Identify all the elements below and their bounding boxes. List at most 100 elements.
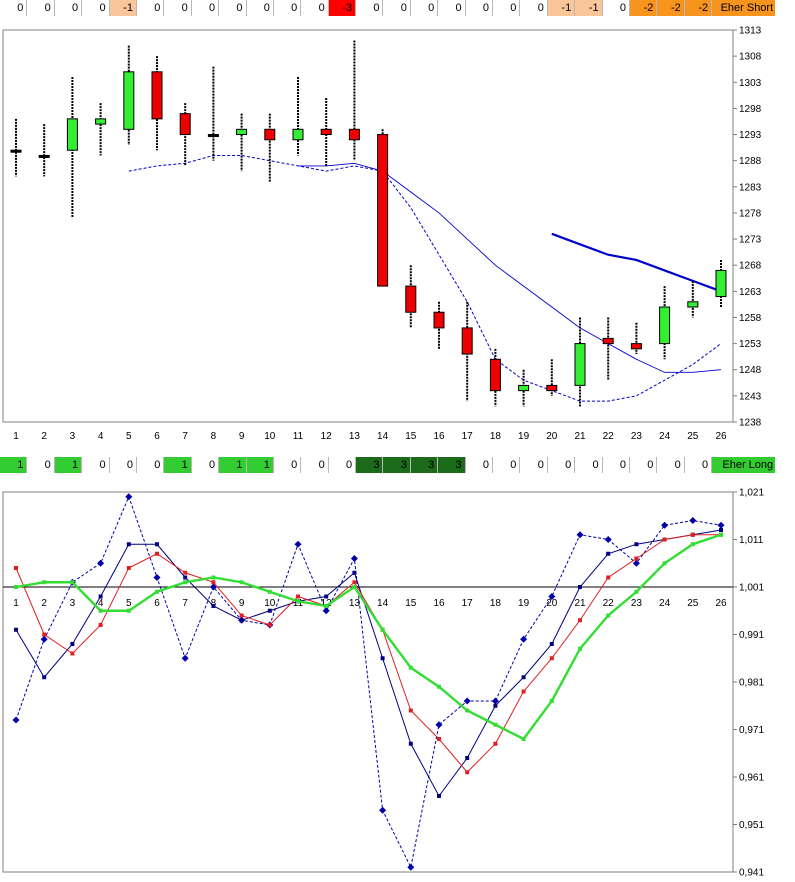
- candle-body: [207, 134, 219, 138]
- data-point: [604, 536, 612, 543]
- data-point: [183, 575, 188, 580]
- data-point: [407, 863, 415, 871]
- signal-cell: 0: [301, 457, 329, 473]
- signal-cell: 0: [27, 0, 55, 16]
- signal-cell: 0: [0, 0, 28, 16]
- signal-cell: 0: [54, 0, 83, 16]
- data-point: [520, 635, 528, 643]
- signal-cell: 0: [136, 0, 165, 16]
- data-point: [493, 722, 498, 727]
- data-point: [408, 741, 413, 746]
- x-tick-label: 24: [659, 598, 671, 609]
- signal-strip-label: Eher Long: [712, 457, 776, 473]
- x-tick-label: 23: [631, 598, 643, 609]
- x-tick-label: 20: [546, 598, 558, 609]
- y-tick-label: 0,951: [739, 820, 764, 831]
- ratio-line-chart: 0,941 0,951 0,961 0,971 0,981 0,991 1,001 1,011…: [2, 488, 764, 879]
- data-point: [181, 654, 189, 662]
- signal-cell: 1: [219, 457, 247, 473]
- data-point: [209, 583, 217, 591]
- moving-average-line: [298, 162, 722, 373]
- data-point: [379, 806, 387, 814]
- data-point: [239, 613, 244, 618]
- data-point: [40, 635, 48, 643]
- data-point: [437, 684, 441, 689]
- candle-body: [236, 128, 248, 136]
- x-tick-label: 14: [377, 431, 389, 442]
- y-tick-label: 1273: [739, 235, 762, 246]
- data-point: [717, 521, 725, 529]
- data-point: [521, 737, 526, 741]
- data-point: [14, 566, 18, 570]
- candle-body: [461, 327, 473, 355]
- x-tick-label: 7: [182, 431, 188, 442]
- signal-strip-label: Eher Short: [712, 0, 776, 16]
- x-tick-label: 1: [13, 598, 19, 609]
- x-tick-label: 14: [377, 598, 389, 609]
- x-tick-label: 26: [715, 431, 727, 442]
- data-point: [491, 697, 499, 705]
- x-tick-label: 12: [321, 598, 333, 609]
- signal-cell: 0: [465, 457, 494, 473]
- x-tick-label: 10: [264, 431, 276, 442]
- x-tick-label: 19: [518, 598, 530, 609]
- y-tick-label: 0,991: [739, 630, 764, 641]
- moving-average-line: [128, 154, 722, 402]
- signal-cell: 0: [82, 457, 110, 473]
- x-tick-label: 18: [490, 598, 502, 609]
- signal-cell: 0: [575, 457, 603, 473]
- data-point: [521, 689, 526, 694]
- signal-cell: 3: [438, 457, 466, 473]
- data-point: [606, 551, 611, 556]
- signal-cell: 3: [410, 457, 439, 473]
- y-tick-label: 1283: [739, 182, 762, 193]
- x-tick-label: 7: [182, 598, 188, 609]
- data-point: [408, 708, 413, 713]
- data-point: [42, 580, 47, 585]
- signal-cell: 0: [602, 457, 630, 473]
- candle-body: [574, 343, 586, 386]
- x-tick-label: 16: [433, 598, 445, 609]
- data-point: [350, 555, 358, 562]
- data-point: [42, 675, 47, 680]
- data-point: [578, 585, 582, 589]
- data-point: [98, 623, 103, 627]
- x-tick-label: 4: [98, 431, 104, 442]
- signal-cell: 1: [54, 457, 83, 473]
- data-point: [634, 542, 639, 547]
- y-tick-label: 1303: [739, 78, 762, 89]
- x-tick-label: 13: [349, 431, 361, 442]
- candle-body: [546, 384, 558, 392]
- x-tick-label: 22: [603, 431, 615, 442]
- signal-cell: -1: [575, 0, 603, 16]
- data-point: [14, 585, 18, 589]
- data-point: [578, 618, 582, 623]
- signal-cell: 3: [356, 457, 384, 473]
- signal-cell: 0: [246, 0, 274, 16]
- signal-cell: -2: [684, 0, 713, 16]
- data-point: [70, 651, 75, 656]
- x-tick-label: 15: [405, 598, 417, 609]
- price-candlestick-chart: 1238124312481253125812631268127312781283…: [2, 26, 762, 442]
- y-tick-label: 1,011: [739, 535, 764, 546]
- data-point: [719, 532, 723, 537]
- candle-body: [95, 118, 107, 125]
- data-point: [239, 618, 244, 623]
- signal-cell: 0: [273, 457, 302, 473]
- x-tick-label: 9: [239, 598, 245, 609]
- signal-cell: -2: [629, 0, 658, 16]
- data-point: [606, 613, 611, 618]
- data-point: [324, 594, 329, 599]
- data-point: [690, 532, 695, 537]
- y-tick-label: 0,941: [739, 868, 764, 879]
- candle-body: [66, 118, 78, 151]
- signal-cell: 0: [191, 457, 220, 473]
- y-tick-label: 0,981: [739, 678, 764, 689]
- y-tick-label: 1278: [739, 208, 762, 219]
- signal-cell: 1: [0, 457, 28, 473]
- x-tick-label: 11: [293, 598, 304, 609]
- candle-body: [715, 269, 727, 298]
- y-tick-label: 1,021: [739, 488, 764, 499]
- data-point: [465, 756, 470, 760]
- x-tick-label: 5: [126, 598, 132, 609]
